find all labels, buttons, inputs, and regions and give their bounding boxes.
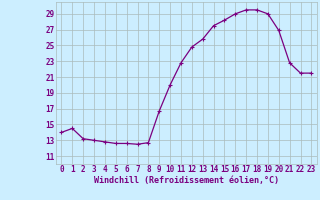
X-axis label: Windchill (Refroidissement éolien,°C): Windchill (Refroidissement éolien,°C) xyxy=(94,176,279,185)
